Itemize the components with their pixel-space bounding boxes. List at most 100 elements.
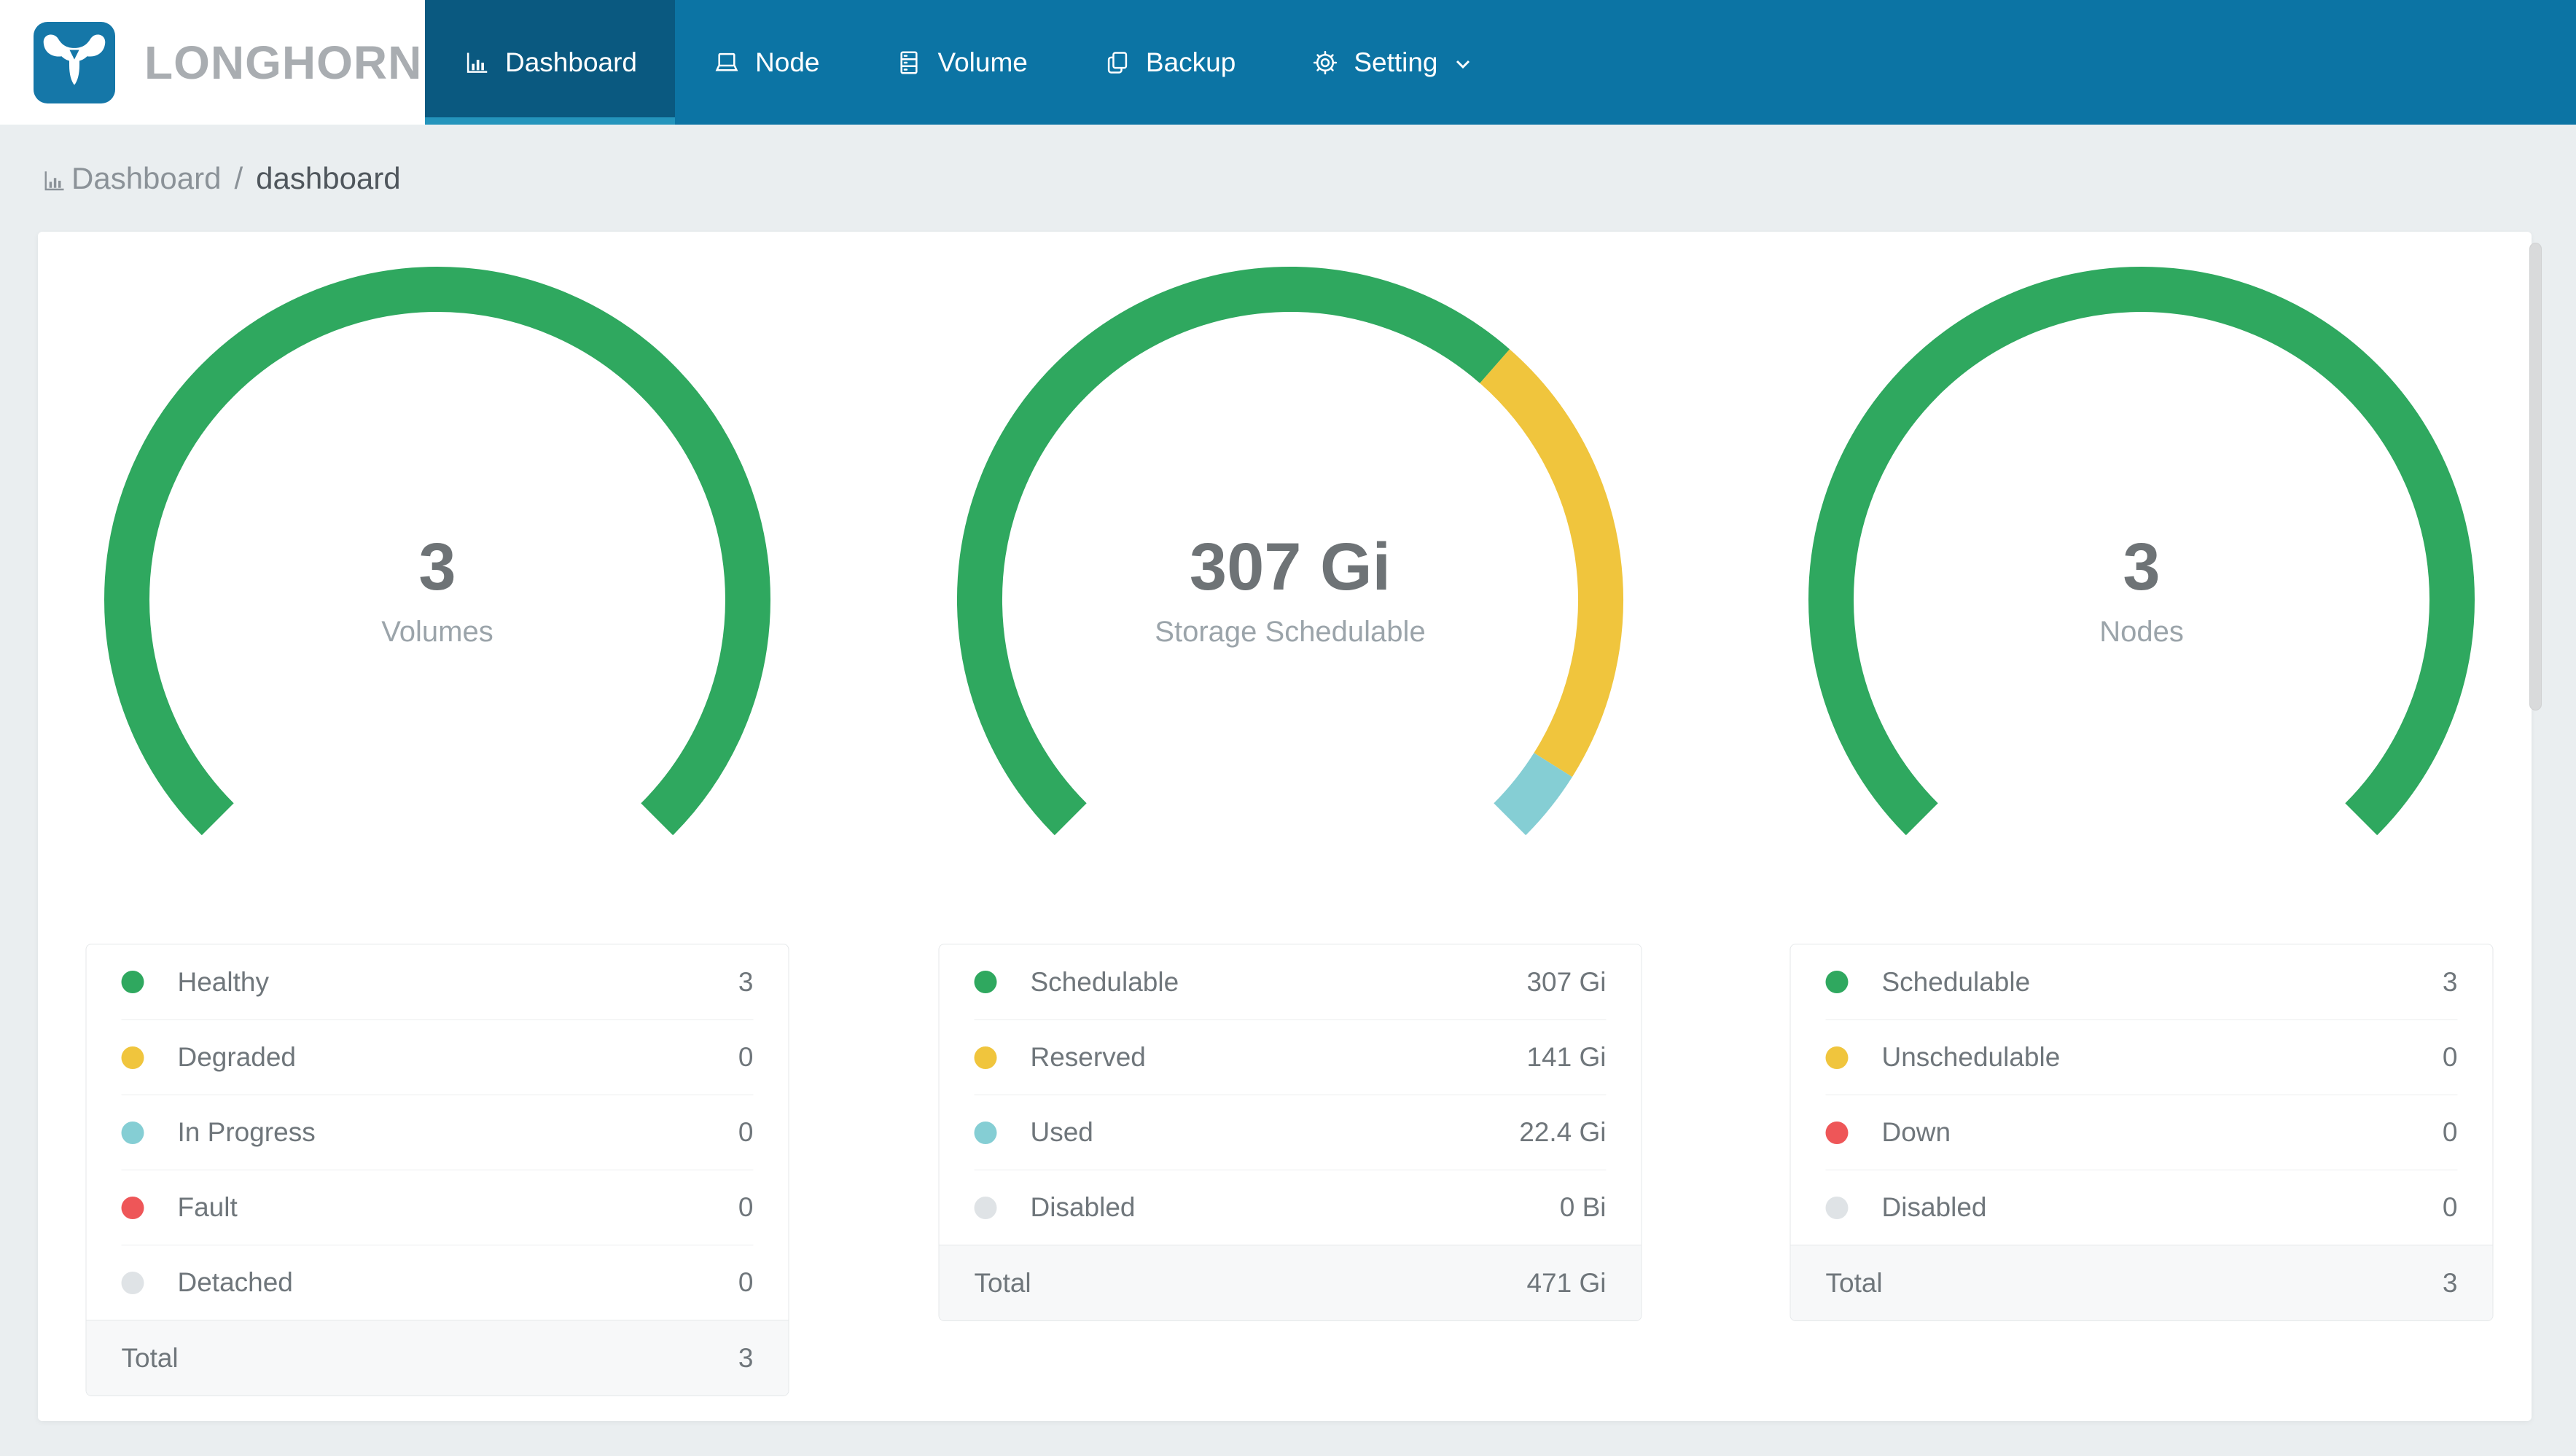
volumes-gauge [95, 257, 780, 942]
breadcrumb: Dashboard / dashboard [0, 125, 2576, 232]
volumes-gauge-value: 3 [418, 530, 456, 604]
gauge-segment-schedulable [956, 266, 1510, 836]
cabinet-icon [895, 49, 923, 77]
legend-dot-fault [121, 1196, 144, 1219]
legend-label: Schedulable [1881, 966, 2031, 997]
legend-row-reserved: Reserved 141 Gi [974, 1019, 1607, 1095]
legend-label: Used [1030, 1117, 1093, 1147]
dashboard-card: 3 Volumes Healthy 3 Degraded 0 In Progress 0 F… [38, 232, 2532, 1421]
legend-dot-used [974, 1121, 997, 1144]
breadcrumb-section[interactable]: Dashboard [71, 160, 222, 195]
legend-row-down: Down 0 [1825, 1095, 2458, 1170]
gear-icon [1311, 49, 1339, 77]
legend-value: 0 [2442, 1117, 2458, 1147]
legend-value: 22.4 Gi [1519, 1117, 1607, 1147]
legend-label: In Progress [177, 1117, 316, 1147]
legend-row-unschedulable: Unschedulable 0 [1825, 1019, 2458, 1095]
nav-item-label: Dashboard [505, 47, 638, 77]
legend-label: Degraded [177, 1042, 297, 1072]
legend-rows: Schedulable 3 Unschedulable 0 Down 0 Disabled 0 [1791, 944, 2493, 1245]
legend-label: Fault [177, 1192, 238, 1222]
legend-label: Healthy [177, 966, 269, 997]
vertical-scrollbar-thumb[interactable] [2529, 243, 2542, 711]
legend-label: Disabled [1881, 1192, 1987, 1222]
nav-item-label: Volume [937, 47, 1028, 77]
nav-item-setting[interactable]: Setting [1273, 0, 1512, 125]
legend-row-disabled: Disabled 0 [1825, 1170, 2458, 1245]
volumes-legend-table: Healthy 3 Degraded 0 In Progress 0 Fault 0 Detac… [85, 944, 789, 1396]
logo-area: LONGHORN [0, 0, 425, 125]
storage-gauge-value: 307 Gi [1189, 530, 1392, 604]
legend-label: Disabled [1030, 1192, 1136, 1222]
bar-chart-icon [463, 49, 491, 77]
legend-total-row: Total 471 Gi [939, 1245, 1642, 1320]
longhorn-bull-logo-icon [34, 21, 115, 103]
legend-row-degraded: Degraded 0 [121, 1019, 754, 1095]
brand-name: LONGHORN [144, 36, 423, 89]
legend-total-value: 471 Gi [1526, 1267, 1607, 1298]
legend-total-row: Total 3 [1790, 1245, 2493, 1320]
bar-chart-icon [41, 163, 71, 194]
nodes-gauge [1799, 257, 2484, 942]
nav-item-node[interactable]: Node [675, 0, 857, 125]
nodes-gauge-title: Nodes [2099, 616, 2184, 648]
legend-row-disabled: Disabled 0 Bi [974, 1170, 1607, 1245]
copy-icon [1104, 49, 1131, 77]
laptop-icon [713, 49, 741, 77]
gauge-segment-schedulable [1808, 267, 2475, 836]
top-header: LONGHORN Dashboard Node Volume Backup Settin… [0, 0, 2576, 125]
legend-label: Detached [177, 1267, 293, 1297]
legend-value: 3 [738, 966, 754, 997]
legend-row-schedulable: Schedulable 307 Gi [974, 944, 1607, 1019]
legend-value: 0 [738, 1042, 754, 1072]
volumes-gauge-title: Volumes [381, 616, 493, 648]
nodes-panel: 3 Nodes Schedulable 3 Unschedulable 0 Down 0 D… [1741, 232, 2542, 1421]
storage-gauge [948, 257, 1633, 942]
nav-item-volume[interactable]: Volume [857, 0, 1065, 125]
chevron-down-icon [1453, 50, 1475, 76]
legend-value: 0 [2442, 1192, 2458, 1222]
legend-total-row: Total 3 [86, 1320, 789, 1396]
legend-dot-in-progress [121, 1121, 144, 1144]
legend-row-in-progress: In Progress 0 [121, 1095, 754, 1170]
storage-panel: 307 Gi Storage Schedulable Schedulable 30… [889, 232, 1691, 1421]
legend-dot-unschedulable [1825, 1046, 1849, 1069]
legend-dot-degraded [121, 1046, 144, 1069]
legend-label: Unschedulable [1881, 1042, 2061, 1072]
legend-row-healthy: Healthy 3 [121, 944, 754, 1019]
nav-item-label: Setting [1354, 47, 1438, 77]
storage-gauge-title: Storage Schedulable [1155, 616, 1426, 648]
legend-dot-schedulable [974, 971, 997, 993]
legend-row-schedulable: Schedulable 3 [1825, 944, 2458, 1019]
legend-value: 0 [2442, 1042, 2458, 1072]
legend-value: 0 [738, 1117, 754, 1147]
nav-item-backup[interactable]: Backup [1066, 0, 1273, 125]
legend-dot-schedulable [1825, 971, 1849, 993]
breadcrumb-separator: / [234, 160, 243, 195]
legend-label: Reserved [1030, 1042, 1146, 1072]
legend-dot-detached [121, 1271, 144, 1294]
legend-dot-down [1825, 1121, 1849, 1144]
legend-value: 0 Bi [1559, 1192, 1607, 1222]
legend-total-value: 3 [738, 1342, 754, 1373]
legend-total-value: 3 [2442, 1267, 2458, 1298]
legend-dot-disabled [974, 1196, 997, 1219]
legend-row-used: Used 22.4 Gi [974, 1095, 1607, 1170]
nav-item-dashboard[interactable]: Dashboard [425, 0, 676, 125]
legend-value: 307 Gi [1526, 966, 1607, 997]
nodes-legend-table: Schedulable 3 Unschedulable 0 Down 0 Disabled 0… [1789, 944, 2494, 1321]
main-nav: Dashboard Node Volume Backup Setting [425, 0, 1513, 125]
nodes-gauge-value: 3 [2123, 530, 2161, 604]
legend-dot-reserved [974, 1046, 997, 1069]
gauge-segment-healthy [104, 267, 770, 836]
legend-value: 0 [738, 1192, 754, 1222]
legend-label: Schedulable [1030, 966, 1179, 997]
legend-row-detached: Detached 0 [121, 1245, 754, 1320]
gauge-segment-used [1493, 752, 1572, 836]
legend-dot-healthy [121, 971, 144, 993]
nav-item-label: Backup [1145, 47, 1236, 77]
storage-legend-table: Schedulable 307 Gi Reserved 141 Gi Used 22.4 … [938, 944, 1642, 1321]
legend-row-fault: Fault 0 [121, 1170, 754, 1245]
legend-dot-disabled [1825, 1196, 1849, 1219]
